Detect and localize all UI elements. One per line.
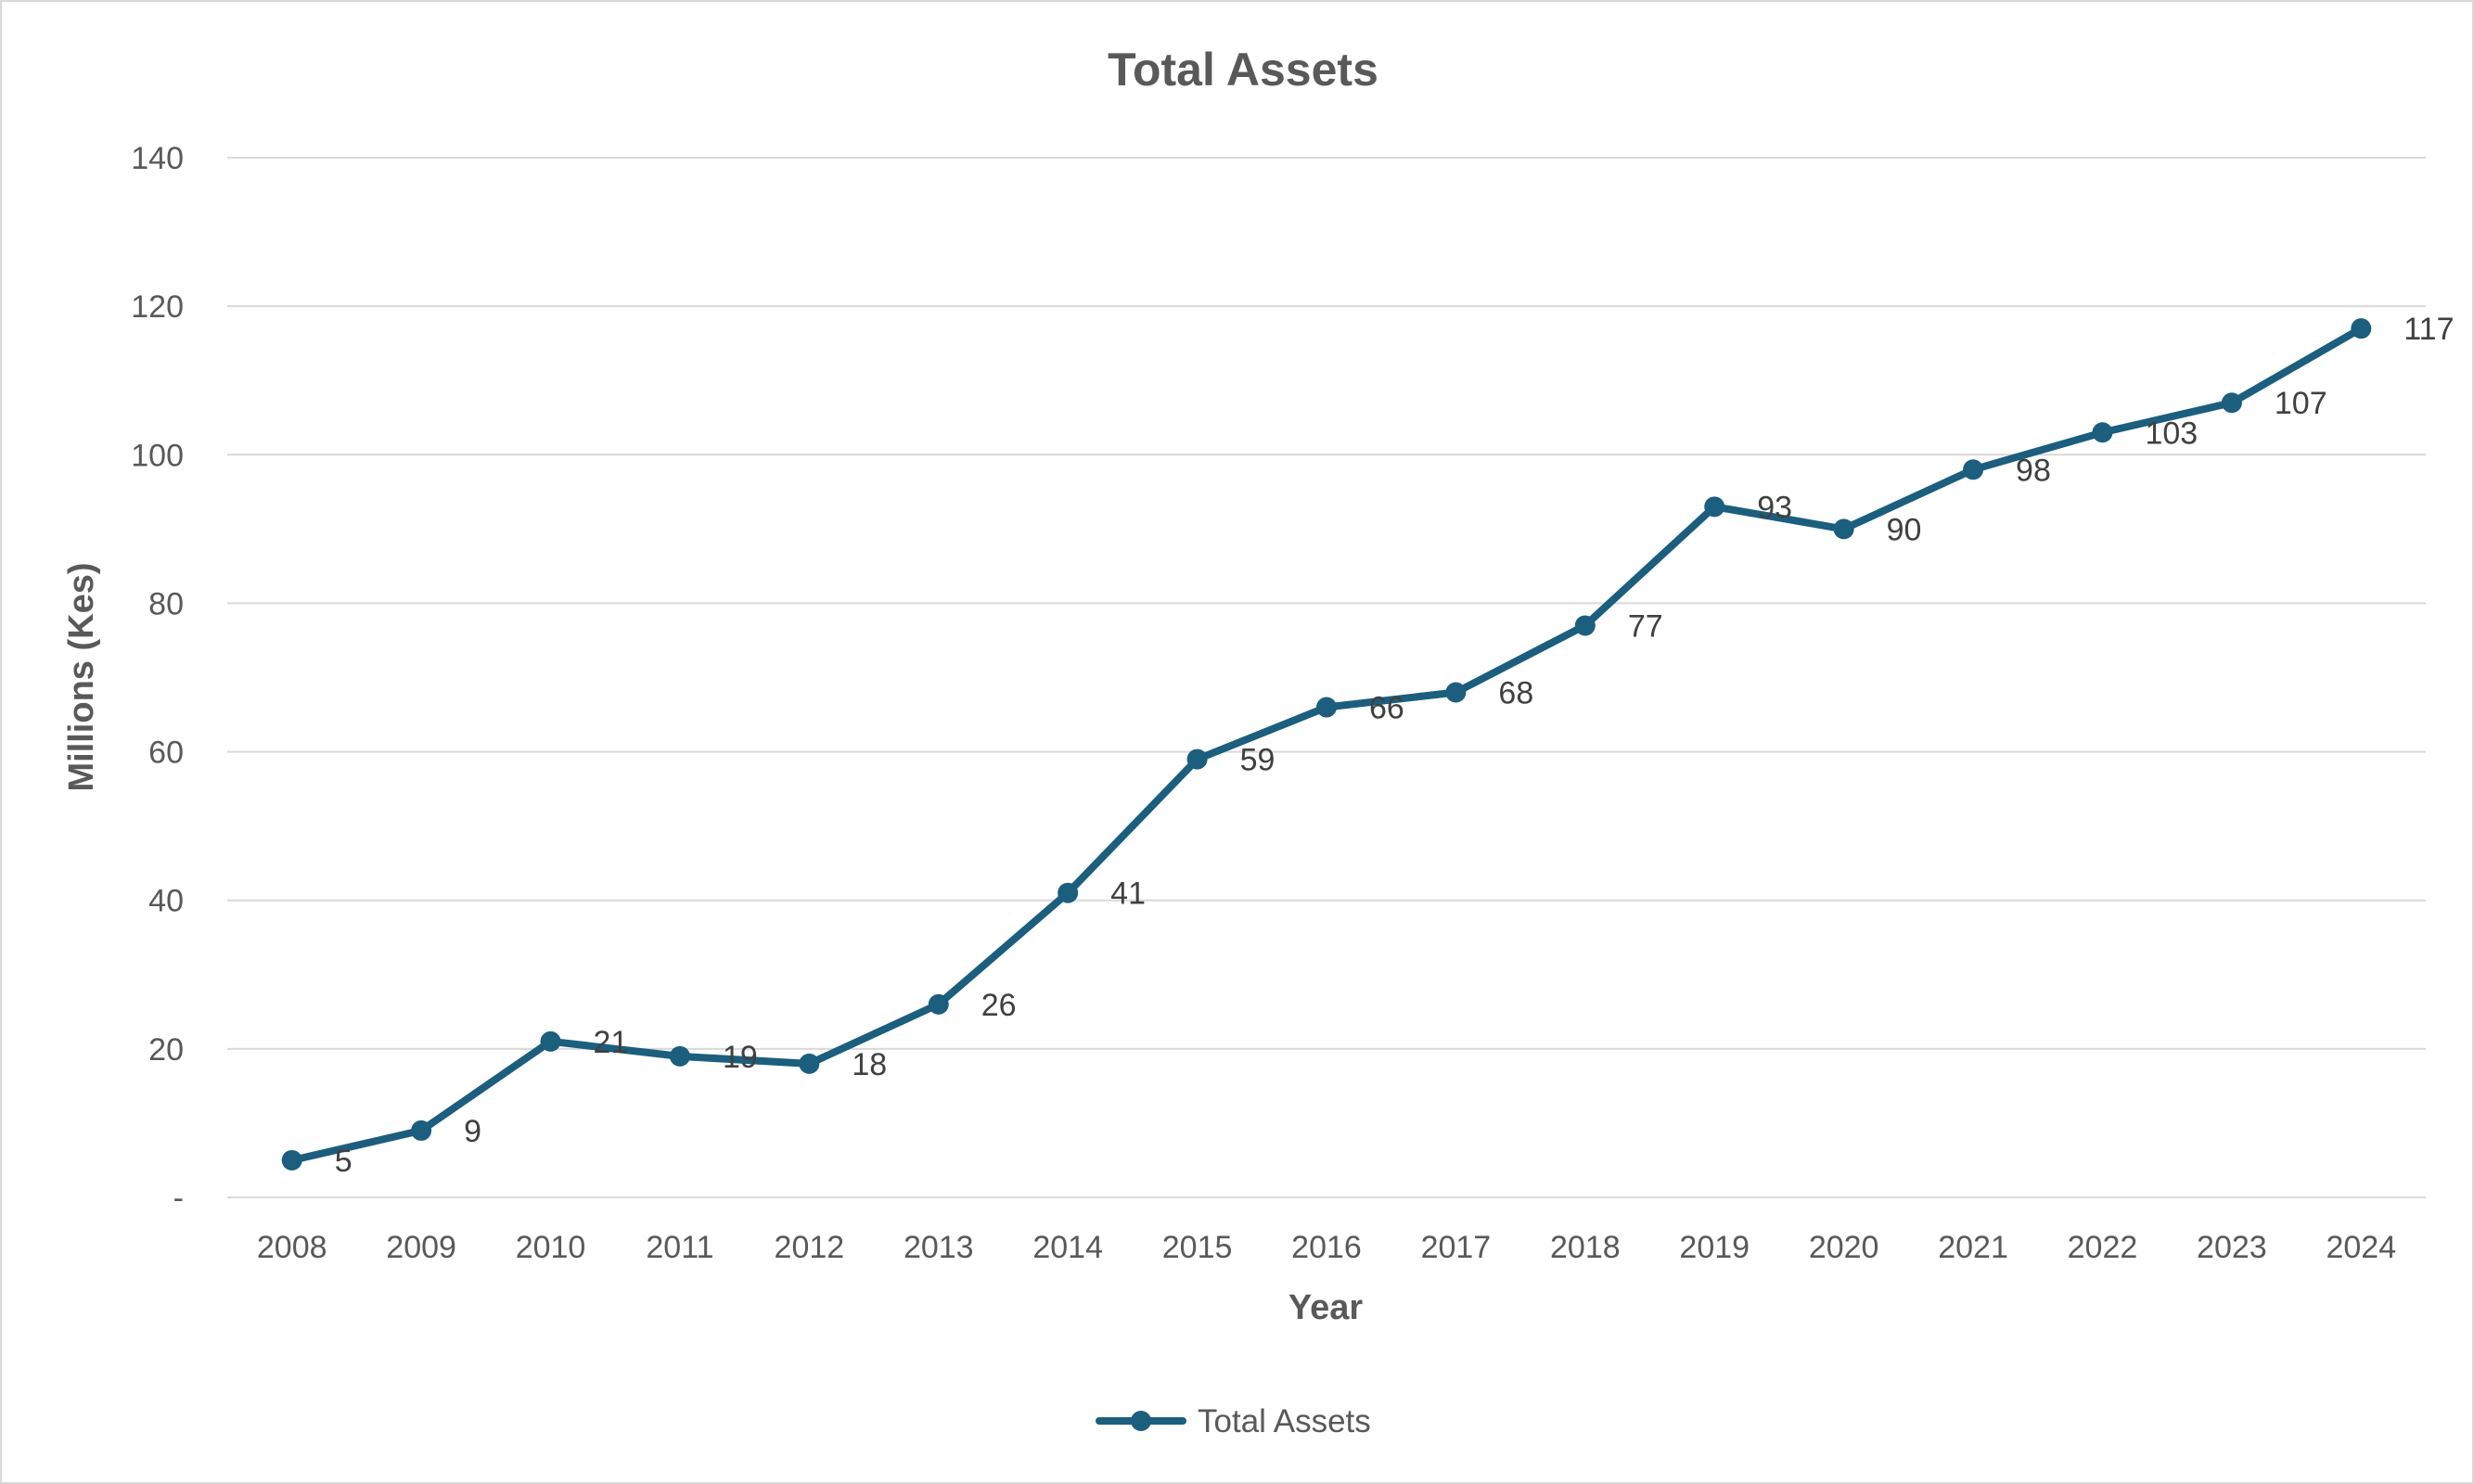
- y-tick-label: 40: [148, 884, 184, 919]
- x-tick-label: 2013: [904, 1230, 974, 1265]
- y-axis-title: Millions (Kes): [62, 562, 101, 791]
- x-tick-label: 2011: [646, 1230, 713, 1265]
- y-tick-label: 140: [131, 141, 184, 176]
- x-tick-label: 2021: [1938, 1230, 2008, 1265]
- y-tick-label: 60: [148, 736, 184, 771]
- series-total-assets: [281, 318, 2372, 1171]
- x-tick-label: 2012: [775, 1230, 845, 1265]
- y-axis-tick-labels: - 20 40 60 80 100 120 140: [131, 141, 184, 1216]
- y-tick-label: -: [173, 1181, 184, 1216]
- y-tick-label: 80: [148, 586, 184, 621]
- data-label: 9: [464, 1114, 481, 1149]
- data-label: 66: [1369, 691, 1404, 726]
- data-label: 59: [1240, 743, 1275, 778]
- data-label: 41: [1110, 876, 1146, 912]
- data-label: 98: [2016, 453, 2051, 488]
- data-label: 107: [2275, 386, 2327, 421]
- x-tick-label: 2020: [1809, 1230, 1879, 1265]
- data-point: [1186, 748, 1208, 770]
- legend-marker-icon: [1131, 1411, 1151, 1431]
- data-point: [669, 1045, 690, 1067]
- x-tick-label: 2009: [386, 1230, 456, 1265]
- data-point: [799, 1053, 820, 1074]
- data-label: 117: [2403, 312, 2454, 347]
- data-label: 21: [594, 1025, 629, 1060]
- x-tick-label: 2024: [2326, 1230, 2396, 1265]
- data-label: 90: [1887, 512, 1922, 547]
- data-point: [928, 993, 949, 1015]
- x-tick-label: 2010: [516, 1230, 586, 1265]
- x-axis-tick-labels: 2008 2009 2010 2011 2012 2013 2014 2015 2016 2017…: [257, 1230, 2396, 1265]
- x-tick-label: 2008: [257, 1230, 327, 1265]
- data-point: [1704, 496, 1725, 518]
- legend-label: Total Assets: [1198, 1403, 1371, 1439]
- data-point: [1833, 518, 1854, 540]
- x-tick-label: 2019: [1679, 1230, 1750, 1265]
- y-tick-label: 20: [148, 1032, 184, 1068]
- data-point: [1316, 697, 1337, 718]
- x-tick-label: 2014: [1032, 1230, 1103, 1265]
- data-point: [540, 1030, 561, 1052]
- x-tick-label: 2015: [1162, 1230, 1233, 1265]
- legend: Total Assets: [1096, 1403, 1371, 1439]
- data-point: [2221, 392, 2242, 414]
- x-tick-label: 2023: [2197, 1230, 2267, 1265]
- data-label: 19: [723, 1040, 758, 1075]
- x-tick-label: 2018: [1550, 1230, 1621, 1265]
- x-axis-title: Year: [1288, 1288, 1364, 1327]
- data-label: 93: [1757, 490, 1792, 525]
- y-tick-label: 120: [131, 289, 184, 325]
- data-label: 68: [1498, 676, 1533, 711]
- data-point: [1058, 882, 1079, 903]
- x-tick-label: 2016: [1291, 1230, 1362, 1265]
- data-point: [1574, 615, 1596, 636]
- data-point: [2351, 318, 2372, 339]
- data-label: 18: [852, 1047, 887, 1082]
- data-label: 26: [981, 988, 1017, 1023]
- data-label: 5: [335, 1144, 353, 1179]
- data-point: [411, 1119, 432, 1141]
- data-point: [2092, 422, 2113, 443]
- data-point: [1445, 682, 1467, 703]
- data-label: 103: [2145, 416, 2198, 451]
- chart-title: Total Assets: [1108, 44, 1378, 96]
- x-tick-label: 2017: [1421, 1230, 1492, 1265]
- data-point: [1963, 459, 1984, 480]
- data-label: 77: [1628, 608, 1663, 644]
- data-point: [281, 1149, 302, 1171]
- x-tick-label: 2022: [2068, 1230, 2138, 1265]
- y-tick-label: 100: [131, 438, 184, 473]
